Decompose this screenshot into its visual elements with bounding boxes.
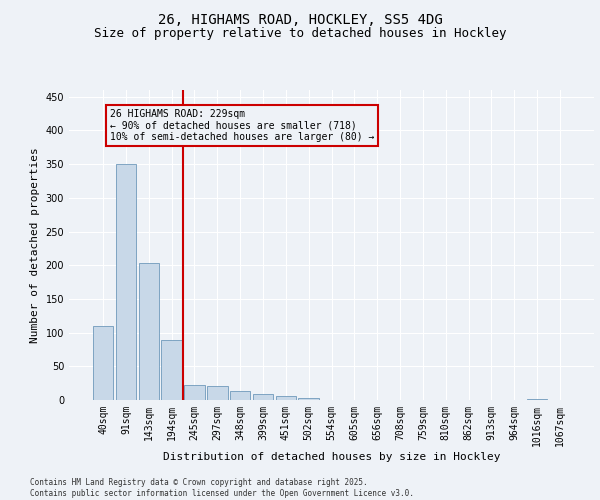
Bar: [93, 326, 113, 400]
Bar: [298, 398, 319, 400]
Bar: [527, 398, 547, 400]
Text: 26, HIGHAMS ROAD, HOCKLEY, SS5 4DG: 26, HIGHAMS ROAD, HOCKLEY, SS5 4DG: [158, 12, 442, 26]
Bar: [275, 396, 296, 400]
Y-axis label: Number of detached properties: Number of detached properties: [30, 147, 40, 343]
Text: 26 HIGHAMS ROAD: 229sqm
← 90% of detached houses are smaller (718)
10% of semi-d: 26 HIGHAMS ROAD: 229sqm ← 90% of detache…: [110, 109, 374, 142]
Text: Size of property relative to detached houses in Hockley: Size of property relative to detached ho…: [94, 28, 506, 40]
Bar: [161, 340, 182, 400]
Bar: [139, 262, 159, 400]
Bar: [230, 391, 250, 400]
Bar: [207, 386, 227, 400]
Text: Contains HM Land Registry data © Crown copyright and database right 2025.
Contai: Contains HM Land Registry data © Crown c…: [30, 478, 414, 498]
Bar: [184, 385, 205, 400]
Bar: [253, 394, 273, 400]
X-axis label: Distribution of detached houses by size in Hockley: Distribution of detached houses by size …: [163, 452, 500, 462]
Bar: [116, 164, 136, 400]
